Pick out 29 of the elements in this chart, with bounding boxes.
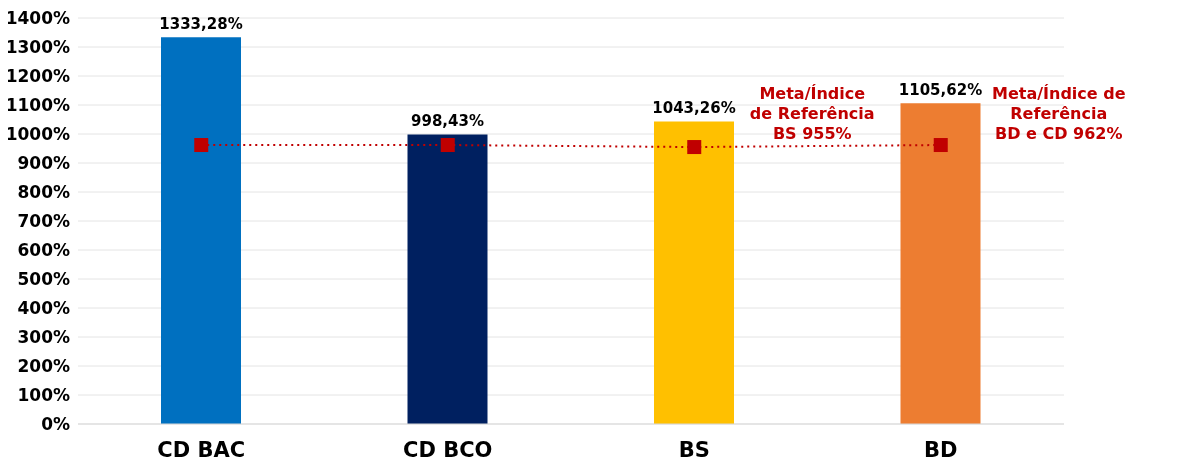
y-tick-label: 300% bbox=[17, 327, 70, 348]
y-tick-label: 600% bbox=[17, 240, 70, 261]
y-tick-label: 1000% bbox=[5, 124, 70, 145]
x-tick-label: CD BAC bbox=[157, 437, 246, 462]
bar bbox=[161, 37, 241, 424]
y-tick-label: 800% bbox=[17, 182, 70, 203]
annotation: Meta/Índice de Referência BS 955% bbox=[749, 84, 875, 144]
y-tick-label: 200% bbox=[17, 356, 70, 377]
bar bbox=[654, 121, 734, 424]
y-tick-label: 1200% bbox=[5, 66, 70, 87]
y-tick-label: 100% bbox=[17, 385, 70, 406]
annotation: Meta/Índice de Referência BD e CD 962% bbox=[991, 84, 1126, 144]
y-tick-label: 400% bbox=[17, 298, 70, 319]
x-tick-label: CD BCO bbox=[403, 437, 493, 462]
y-tick-label: 0% bbox=[41, 414, 70, 435]
y-tick-label: 700% bbox=[17, 211, 70, 232]
x-tick-label: BD bbox=[924, 437, 958, 462]
y-tick-label: 1400% bbox=[5, 8, 70, 29]
bar bbox=[900, 103, 981, 424]
data-label: 1333,28% bbox=[159, 15, 243, 34]
data-label: 998,43% bbox=[411, 112, 484, 131]
y-tick-label: 1100% bbox=[5, 95, 70, 116]
bar bbox=[407, 134, 488, 424]
data-label: 1043,26% bbox=[652, 99, 736, 118]
x-tick-label: BS bbox=[678, 437, 710, 462]
y-tick-label: 900% bbox=[17, 153, 70, 174]
data-label: 1105,62% bbox=[898, 81, 983, 100]
y-tick-label: 1300% bbox=[5, 37, 70, 58]
y-tick-label: 500% bbox=[17, 269, 70, 290]
